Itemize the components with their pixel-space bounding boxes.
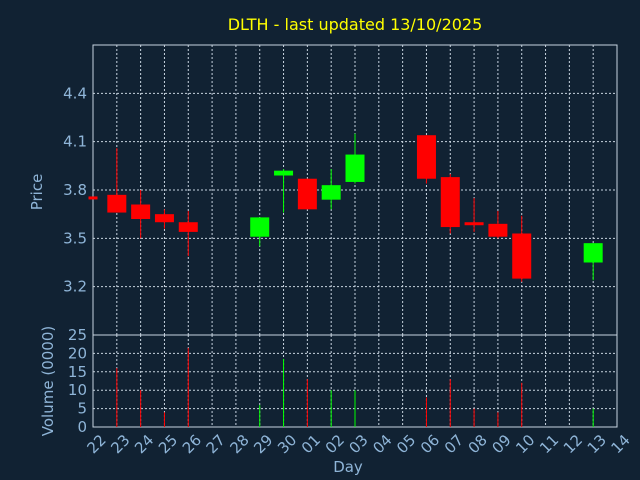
volume-axis-label: Volume (0000) [39,326,57,436]
volume-tick-label: 25 [68,326,87,344]
volume-tick-label: 10 [68,381,87,399]
price-tick-label: 3.8 [63,181,87,199]
volume-tick-label: 20 [68,344,87,362]
x-tick-label: 09 [488,431,514,457]
volume-tick-label: 5 [77,400,87,418]
candle-body [178,222,198,232]
x-axis-label: Day [333,458,363,476]
candle-body [250,217,270,237]
x-tick-label: 06 [417,431,443,457]
price-tick-label: 3.2 [63,278,87,296]
candle-body [488,223,508,237]
candle-body [416,135,436,179]
x-tick-label: 26 [179,431,205,457]
x-tick-label: 23 [107,431,133,457]
volume-tick-label: 0 [77,418,87,436]
candle-body [512,233,532,279]
x-tick-label: 08 [465,431,491,457]
candle-body [321,185,341,200]
x-tick-label: 30 [274,431,300,457]
x-tick-label: 07 [441,431,467,457]
x-tick-label: 10 [512,431,538,457]
x-tick-label: 27 [203,431,229,457]
candle-body [154,214,174,223]
candle-body [583,243,603,263]
price-tick-label: 4.4 [63,84,87,102]
x-tick-label: 14 [608,431,634,457]
candle-body [88,196,98,200]
x-tick-label: 11 [536,431,562,457]
candle-body [274,170,294,176]
price-tick-label: 3.5 [63,229,87,247]
x-tick-label: 25 [155,431,181,457]
x-tick-label: 05 [393,431,419,457]
candle-body [440,177,460,228]
volume-panel: 2223242526272829300102030405060708091011… [68,326,634,457]
price-panel: 3.2 3.5 3.8 4.1 4.4 [63,44,618,336]
x-tick-label: 28 [226,431,252,457]
volume-tick-label: 15 [68,363,87,381]
chart-title: DLTH - last updated 13/10/2025 [228,15,483,34]
candle-body [131,204,151,219]
candle-body [297,178,317,210]
candle-body [464,222,484,226]
x-tick-label: 04 [369,431,395,457]
price-tick-label: 4.1 [63,133,87,151]
candle-body [107,194,127,213]
x-tick-label: 24 [131,431,157,457]
x-tick-label: 01 [298,431,324,457]
candle-body [345,154,365,182]
x-tick-label: 29 [250,431,276,457]
x-tick-label: 22 [84,431,110,457]
price-axis-label: Price [28,174,46,211]
x-tick-label: 12 [560,431,586,457]
x-tick-label: 03 [346,431,372,457]
x-tick-label: 13 [584,431,610,457]
x-tick-label: 02 [322,431,348,457]
